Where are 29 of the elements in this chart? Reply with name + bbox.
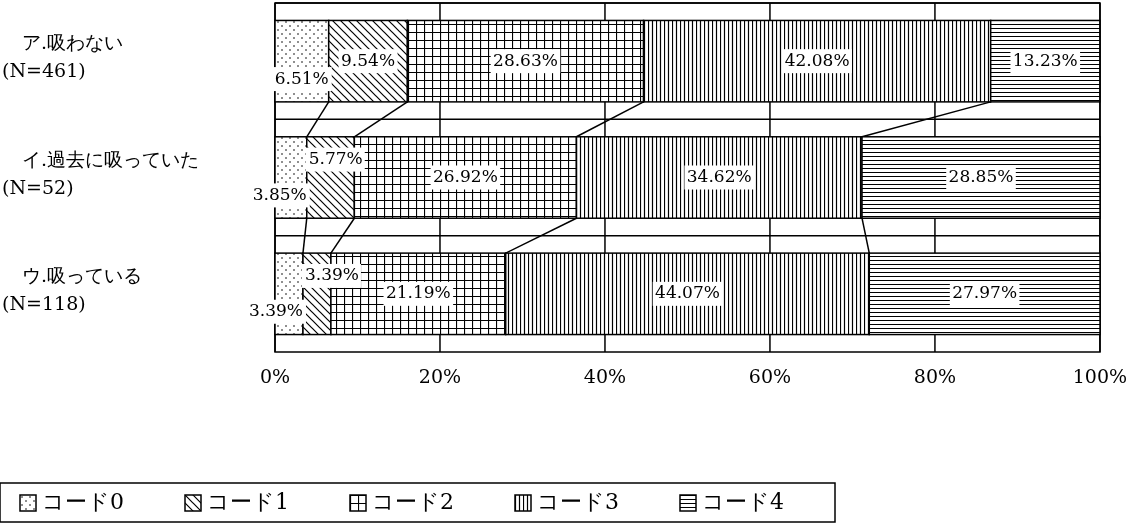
text: 5.77% (308, 148, 363, 169)
text: 34.62% (686, 166, 752, 186)
text: 42.08% (784, 49, 850, 70)
text: 27.97% (952, 282, 1018, 303)
text: 21.19% (385, 282, 451, 303)
text: 3.39% (304, 264, 359, 285)
x-tick-label: 0% (259, 365, 291, 387)
legend-label: コード3 (537, 489, 619, 514)
text: 9.54% (341, 49, 396, 70)
text: 28.63% (493, 49, 558, 70)
legend-label: コード2 (372, 489, 454, 514)
legend-label: コード0 (42, 489, 124, 514)
x-tick-label: 100% (1072, 365, 1127, 387)
text: 28.85% (948, 166, 1014, 186)
y-tick-label: イ.過去に吸っていた (N=52) (2, 147, 200, 198)
text: 3.85% (252, 183, 307, 204)
x-tick-label: 80% (913, 365, 957, 387)
text: 13.23% (1012, 49, 1078, 70)
text: 26.92% (432, 166, 498, 186)
x-tick-label: 20% (418, 365, 462, 387)
legend-label: コード4 (702, 489, 784, 514)
text: 3.39% (248, 300, 303, 321)
text: 6.51% (274, 67, 329, 88)
y-tick-label: ウ.吸っている (N=118) (2, 263, 143, 314)
y-tick-label: ア.吸わない (N=461) (2, 31, 124, 82)
text: 44.07% (655, 282, 720, 303)
x-tick-label: 40% (583, 365, 627, 387)
x-tick-label: 60% (748, 365, 792, 387)
legend-label: コード1 (207, 489, 289, 514)
